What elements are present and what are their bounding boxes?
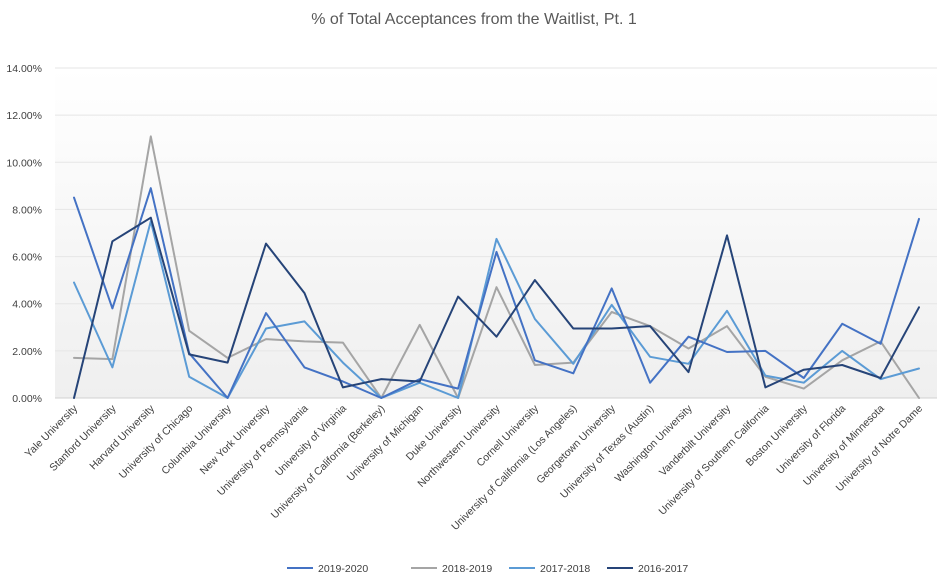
y-tick-label: 6.00%	[12, 252, 42, 264]
x-category-label: University of Florida	[774, 403, 848, 477]
legend-label: 2017-2018	[540, 563, 590, 575]
series-line-2016-2017	[73, 216, 920, 399]
legend-label: 2018-2019	[442, 563, 492, 575]
y-tick-label: 4.00%	[12, 299, 42, 311]
legend-label: 2019-2020	[318, 563, 368, 575]
series-line-2019-2020	[73, 187, 920, 399]
legend: 2019-2020 2018-2019 2017-2018 2016-2017	[287, 563, 688, 575]
y-tick-label: 0.00%	[12, 393, 42, 405]
x-category-label: Columbia University	[159, 402, 234, 477]
x-category-label: New York University	[198, 402, 273, 477]
y-axis-ticks: 0.00% 2.00% 4.00% 6.00% 8.00% 10.00% 12.00% 14.…	[6, 63, 42, 405]
y-tick-label: 8.00%	[12, 204, 42, 216]
legend-label: 2016-2017	[638, 563, 688, 575]
series-line-2017-2018	[73, 220, 920, 399]
plot-area-background	[55, 68, 937, 398]
x-category-label: Stanford University	[47, 402, 119, 474]
y-tick-label: 14.00%	[6, 63, 42, 75]
x-category-label: Vanderbilt University	[657, 402, 734, 479]
x-category-label: Harvard University	[87, 402, 157, 472]
y-tick-label: 12.00%	[6, 110, 42, 122]
y-tick-label: 2.00%	[12, 346, 42, 358]
x-category-label: University of Chicago	[117, 403, 196, 482]
x-category-label: University of Virginia	[273, 403, 349, 479]
x-category-label: University of Michigan	[345, 403, 426, 484]
chart-title: % of Total Acceptances from the Waitlist…	[311, 11, 637, 28]
y-tick-label: 10.00%	[6, 157, 42, 169]
series-lines	[73, 135, 920, 399]
